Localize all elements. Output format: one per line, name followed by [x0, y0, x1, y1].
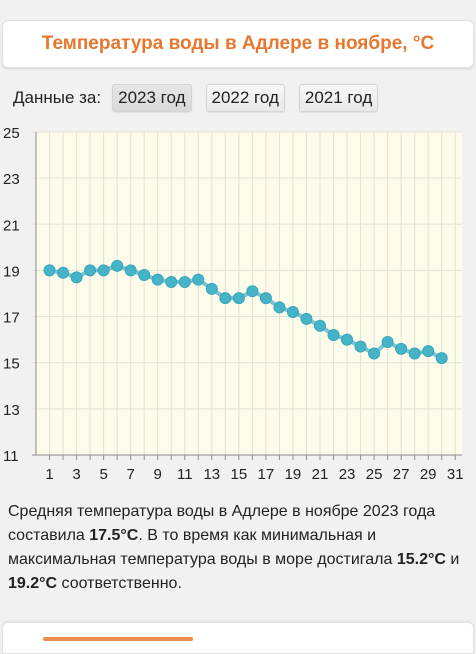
x-tick-label: 17 [258, 466, 275, 483]
x-tick-label: 15 [231, 466, 248, 483]
x-tick-label: 7 [126, 466, 134, 483]
data-point [395, 342, 408, 355]
year-selector: Данные за: 2023 год 2022 год 2021 год [0, 82, 476, 114]
data-point [286, 305, 299, 318]
y-tick-label: 25 [3, 125, 20, 142]
data-point [138, 269, 151, 282]
summary-text: Средняя температура воды в Адлере в нояб… [8, 500, 470, 596]
data-point [381, 335, 394, 348]
x-tick-label: 31 [447, 466, 464, 483]
data-point [314, 319, 326, 332]
data-point [354, 340, 367, 353]
data-point [97, 264, 110, 277]
minimum-temperature: 15.2°C [396, 551, 446, 568]
data-point [192, 273, 205, 286]
data-point [422, 345, 435, 358]
data-point [341, 333, 354, 346]
summary-part-2: . В то время как минимальная и максималь… [8, 527, 397, 568]
summary-part-4: соответственно. [57, 575, 182, 592]
x-tick-label: 29 [420, 466, 437, 483]
data-point [300, 312, 313, 325]
title-card: Температура воды в Адлере в ноябре, °C [2, 20, 474, 68]
data-point [57, 266, 70, 279]
data-point [70, 271, 83, 284]
x-tick-label: 27 [393, 466, 410, 483]
x-tick-label: 21 [312, 466, 329, 483]
data-point [84, 264, 97, 277]
x-tick-label: 11 [177, 466, 193, 483]
x-tick-label: 9 [154, 466, 162, 483]
x-tick-label: 5 [99, 466, 107, 483]
x-tick-label: 23 [339, 466, 356, 483]
data-point [178, 275, 191, 288]
data-point [435, 352, 448, 365]
y-tick-label: 11 [3, 448, 19, 465]
year-selector-label: Данные за: [13, 88, 102, 107]
data-point [232, 292, 245, 305]
data-point [408, 347, 421, 360]
y-tick-label: 13 [3, 402, 20, 419]
next-section-card [2, 622, 474, 654]
x-tick-label: 19 [285, 466, 302, 483]
y-tick-label: 17 [3, 310, 20, 327]
average-temperature: 17.5°C [89, 527, 139, 544]
data-point [124, 264, 137, 277]
data-point [151, 273, 164, 286]
data-point [111, 259, 124, 272]
data-point [246, 285, 259, 298]
data-point [205, 282, 218, 295]
next-section-title-hint [43, 637, 193, 641]
data-point [43, 264, 56, 277]
maximum-temperature: 19.2°C [8, 575, 58, 592]
data-point [368, 347, 381, 360]
data-point [273, 301, 286, 314]
x-tick-label: 1 [45, 466, 53, 483]
data-point [219, 292, 232, 305]
data-point [327, 329, 340, 342]
summary-part-3: и [445, 551, 460, 568]
y-tick-label: 19 [3, 263, 20, 280]
y-tick-label: 21 [3, 217, 20, 234]
summary-part-1: Средняя температура воды в Адлере в нояб… [8, 503, 436, 544]
y-tick-label: 15 [3, 356, 20, 373]
year-2023-button[interactable]: 2023 год [112, 84, 192, 112]
year-2021-button[interactable]: 2021 год [298, 84, 379, 112]
year-2022-button[interactable]: 2022 год [205, 84, 285, 112]
page-title: Температура воды в Адлере в ноябре, °C [41, 33, 435, 54]
x-tick-label: 25 [366, 466, 383, 483]
data-point [165, 275, 178, 288]
y-tick-label: 23 [3, 171, 20, 188]
data-point [259, 292, 272, 305]
x-tick-label: 13 [203, 466, 220, 483]
x-tick-label: 3 [72, 466, 80, 483]
